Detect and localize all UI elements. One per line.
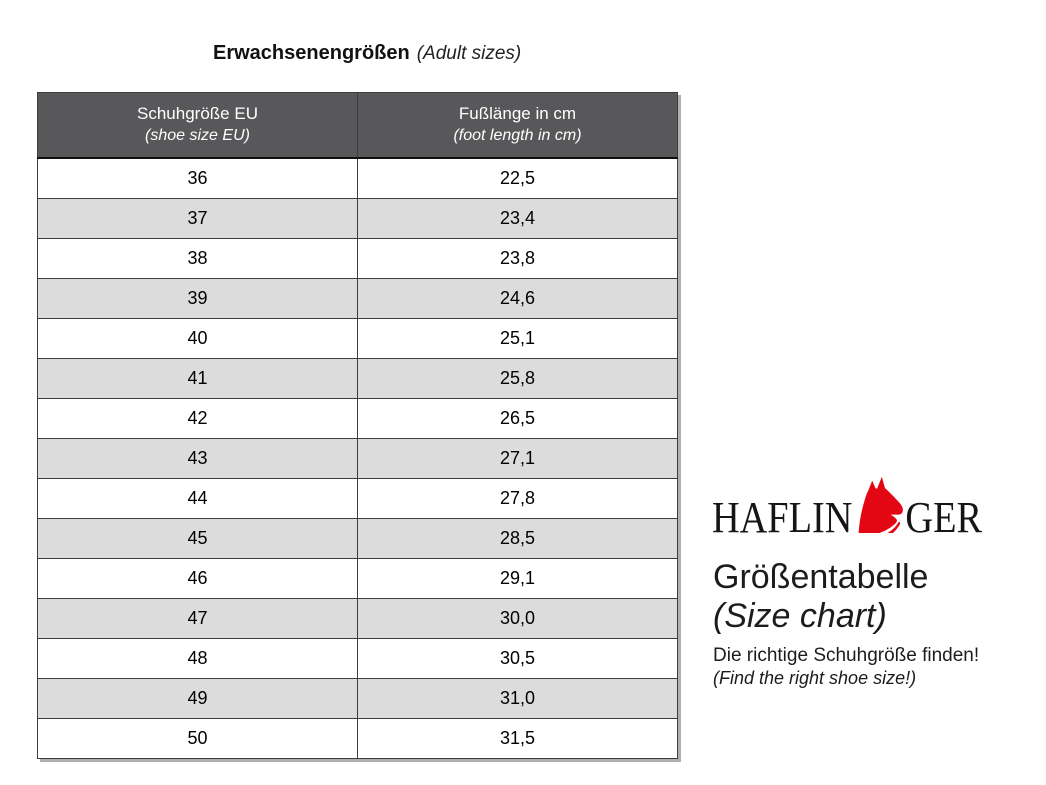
cell-size: 47 xyxy=(37,598,358,639)
table-row: 45 28,5 xyxy=(37,518,678,559)
size-table: Schuhgröße EU (shoe size EU) Fußlänge in… xyxy=(37,92,678,759)
table-row: 50 31,5 xyxy=(37,718,678,759)
brand-tagline-main: Die richtige Schuhgröße finden! xyxy=(713,645,980,666)
cell-size: 42 xyxy=(37,398,358,439)
cell-length: 28,5 xyxy=(357,518,678,559)
brand-heading-main: Größentabelle xyxy=(713,558,929,596)
cell-size: 50 xyxy=(37,718,358,759)
header-shoe-size: Schuhgröße EU (shoe size EU) xyxy=(37,92,358,159)
size-table-header: Schuhgröße EU (shoe size EU) Fußlänge in… xyxy=(37,92,678,159)
cell-size: 40 xyxy=(37,318,358,359)
table-row: 36 22,5 xyxy=(37,157,678,199)
cell-length: 22,5 xyxy=(357,157,678,199)
table-row: 42 26,5 xyxy=(37,398,678,439)
cell-size: 43 xyxy=(37,438,358,479)
header-foot-length-label: Fußlänge in cm xyxy=(458,104,577,123)
table-row: 39 24,6 xyxy=(37,278,678,319)
table-row: 46 29,1 xyxy=(37,558,678,599)
cell-length: 27,1 xyxy=(357,438,678,479)
size-table-body: 36 22,5 37 23,4 38 23,8 39 24,6 40 25,1 41 25,… xyxy=(37,157,678,759)
logo-text-left: HAFLIN xyxy=(712,493,853,542)
cell-length: 30,0 xyxy=(357,598,678,639)
table-row: 47 30,0 xyxy=(37,598,678,639)
cell-length: 23,4 xyxy=(357,198,678,239)
horse-head-icon xyxy=(853,476,904,541)
brand-heading-sub: (Size chart) xyxy=(713,597,887,635)
table-row: 43 27,1 xyxy=(37,438,678,479)
haflinger-logo: HAFLIN GER xyxy=(712,476,982,542)
table-row: 38 23,8 xyxy=(37,238,678,279)
cell-length: 25,1 xyxy=(357,318,678,359)
table-row: 41 25,8 xyxy=(37,358,678,399)
header-shoe-size-label: Schuhgröße EU xyxy=(137,104,258,123)
brand-heading: Größentabelle (Size chart) xyxy=(713,558,928,636)
cell-size: 45 xyxy=(37,518,358,559)
cell-size: 46 xyxy=(37,558,358,599)
header-row: Schuhgröße EU (shoe size EU) Fußlänge in… xyxy=(37,92,678,159)
table-row: 40 25,1 xyxy=(37,318,678,359)
page-title-main: Erwachsenengrößen xyxy=(213,42,410,64)
cell-size: 39 xyxy=(37,278,358,319)
cell-length: 24,6 xyxy=(357,278,678,319)
cell-length: 31,5 xyxy=(357,718,678,759)
cell-length: 27,8 xyxy=(357,478,678,519)
cell-size: 41 xyxy=(37,358,358,399)
table-row: 48 30,5 xyxy=(37,638,678,679)
cell-length: 29,1 xyxy=(357,558,678,599)
header-foot-length-sublabel: (foot length in cm) xyxy=(453,127,582,144)
cell-size: 44 xyxy=(37,478,358,519)
logo-text-right: GER xyxy=(905,493,982,542)
cell-size: 48 xyxy=(37,638,358,679)
cell-size: 49 xyxy=(37,678,358,719)
page-title: Erwachsenengrößen (Adult sizes) xyxy=(213,42,521,65)
table-row: 44 27,8 xyxy=(37,478,678,519)
cell-length: 31,0 xyxy=(357,678,678,719)
cell-length: 26,5 xyxy=(357,398,678,439)
cell-length: 25,8 xyxy=(357,358,678,399)
table-row: 49 31,0 xyxy=(37,678,678,719)
brand-tagline: Die richtige Schuhgröße finden! (Find th… xyxy=(713,645,979,689)
cell-size: 37 xyxy=(37,198,358,239)
table-row: 37 23,4 xyxy=(37,198,678,239)
cell-size: 38 xyxy=(37,238,358,279)
cell-length: 23,8 xyxy=(357,238,678,279)
header-shoe-size-sublabel: (shoe size EU) xyxy=(145,127,250,144)
page-title-sub: (Adult sizes) xyxy=(416,43,522,64)
cell-size: 36 xyxy=(37,157,358,199)
cell-length: 30,5 xyxy=(357,638,678,679)
brand-tagline-sub: (Find the right shoe size!) xyxy=(713,668,917,688)
header-foot-length: Fußlänge in cm (foot length in cm) xyxy=(357,92,678,159)
